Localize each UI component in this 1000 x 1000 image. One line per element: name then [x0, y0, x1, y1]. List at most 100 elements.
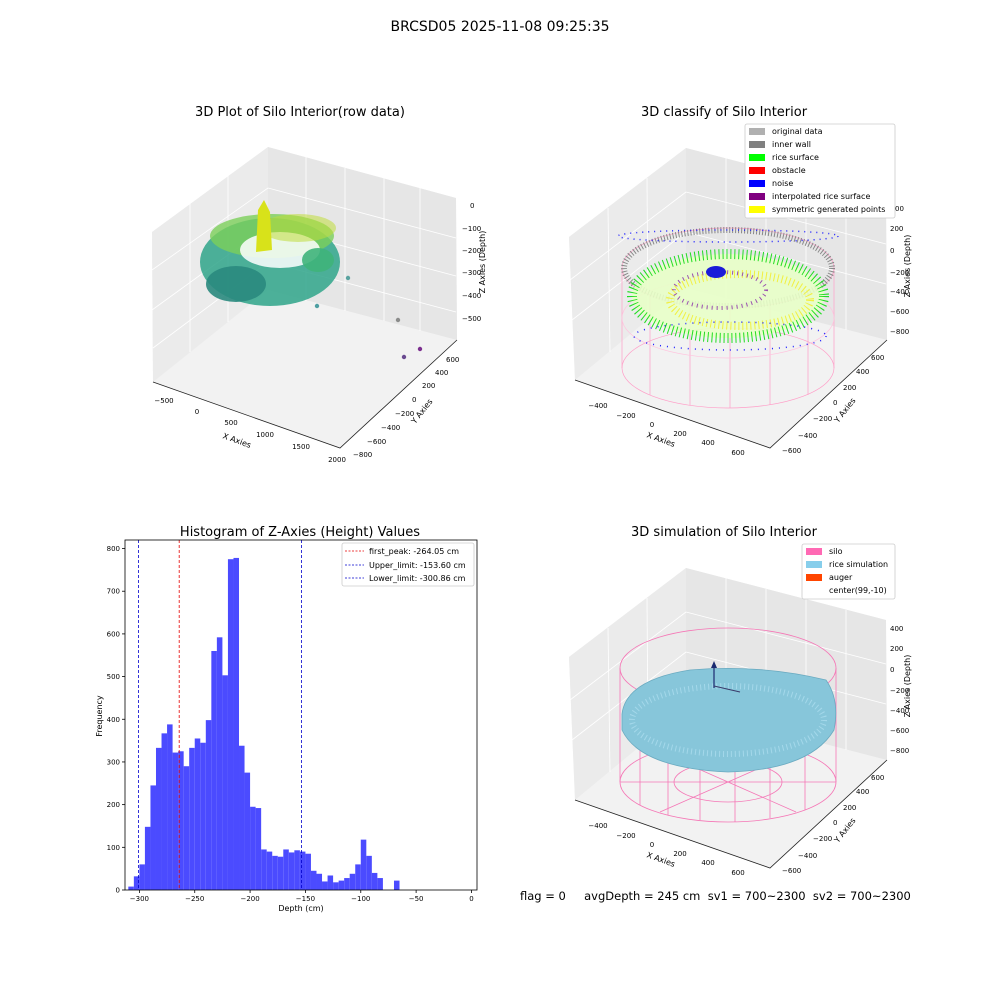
classify-3d-z-tick: 0: [890, 247, 894, 255]
simulation-3d-xlabel: X Axies: [645, 850, 676, 869]
simulation-3d-x-tick: 0: [650, 841, 654, 849]
raw-3d-z-tick: 0: [470, 202, 474, 210]
histogram-bar: [227, 559, 234, 890]
histogram-bar: [133, 876, 140, 890]
histogram-y-tick: 800: [107, 545, 120, 553]
simulation-3d-zlabel: Z Axies (Depth): [903, 655, 912, 718]
classify-3d-x-tick: 0: [650, 421, 654, 429]
classify-3d-y-tick: 600: [871, 354, 884, 362]
histogram-x-tick: −50: [409, 895, 424, 903]
classify-3d-x-tick: 400: [701, 439, 714, 447]
legend-label-inner-wall: inner wall: [772, 140, 811, 149]
simulation-3d-x-tick: −200: [616, 832, 635, 840]
simulation-3d-z-tick: 0: [890, 666, 894, 674]
raw-3d-z-tick: −400: [462, 292, 481, 300]
histogram-bar: [344, 878, 350, 890]
histogram-x-ticks: −300 −250 −200 −150 −100 −50 0: [130, 890, 474, 903]
raw-3d-y-tick: −800: [353, 451, 372, 459]
histogram-bar: [283, 849, 289, 890]
histogram-bar: [333, 882, 339, 890]
classify-3d-z-tick: −400: [890, 288, 909, 296]
classify-3d-x-tick: 200: [673, 430, 686, 438]
raw-3d-outlier-point: [417, 346, 423, 352]
histogram-y-tick: 600: [107, 630, 120, 638]
histogram-y-tick: 400: [107, 716, 120, 724]
simulation-3d-x-tick: 200: [673, 850, 686, 858]
legend-swatch-noise: [749, 180, 765, 187]
classify-3d-z-tick: −800: [890, 328, 909, 336]
raw-3d-z-tick: −300: [462, 269, 481, 277]
histogram-bar: [294, 850, 300, 890]
histogram-y-tick: 300: [107, 758, 120, 766]
classify-3d-z-tick: 00: [895, 205, 904, 213]
classify-3d-y-tick: 200: [843, 384, 856, 392]
histogram-bar: [172, 752, 179, 890]
histogram-vlines: [138, 540, 302, 890]
legend-label-original-data: original data: [772, 127, 823, 136]
legend-label-first-peak: first_peak: -264.05 cm: [369, 547, 459, 556]
legend-label-upper-limit: Upper_limit: -153.60 cm: [369, 561, 466, 570]
simulation-3d-z-tick: 200: [890, 645, 903, 653]
histogram-bar: [178, 751, 184, 890]
raw-3d-x-tick: 0: [195, 408, 199, 416]
legend-label-rice-surface: rice surface: [772, 153, 819, 162]
raw-3d-y-tick: −400: [381, 424, 400, 432]
histogram-bar: [322, 881, 328, 890]
histogram-bars: [128, 557, 400, 890]
raw-3d-zlabel: Z Axies (Depth): [478, 231, 487, 294]
simulation-3d-auger: [711, 661, 741, 693]
histogram-y-tick: 0: [116, 887, 120, 895]
legend-label-silo: silo: [829, 547, 843, 556]
simulation-3d-title: 3D simulation of Silo Interior: [631, 525, 818, 540]
histogram-bar: [233, 557, 240, 890]
histogram-x-tick: 0: [469, 895, 473, 903]
simulation-3d-z-tick: −400: [890, 707, 909, 715]
raw-3d-cloud: [200, 200, 340, 306]
legend-swatch-symmetric: [749, 206, 765, 213]
histogram-bar: [222, 675, 228, 890]
histogram-bar: [139, 864, 145, 890]
histogram-legend: first_peak: -264.05 cm Upper_limit: -153…: [341, 542, 475, 587]
legend-swatch-inner-wall: [749, 141, 765, 148]
histogram-y-tick: 100: [107, 844, 120, 852]
legend-swatch-auger: [806, 574, 822, 581]
histogram-y-tick: 500: [107, 673, 120, 681]
histogram-bar: [327, 875, 334, 890]
histogram-x-tick: −300: [130, 895, 149, 903]
raw-3d-y-tick: −200: [395, 410, 414, 418]
histogram-x-tick: −200: [240, 895, 259, 903]
histogram-bar: [371, 872, 378, 890]
classify-3d-title: 3D classify of Silo Interior: [641, 105, 808, 120]
classify-3d-x-tick: −400: [588, 402, 607, 410]
raw-3d-y-tick: 400: [435, 369, 448, 377]
classify-3d-z-tick: −600: [890, 308, 909, 316]
raw-3d-outlier-point: [395, 317, 401, 323]
classify-3d-points: [617, 227, 839, 351]
histogram-bar: [216, 637, 223, 890]
raw-3d-outliers: [314, 275, 423, 360]
simulation-3d-z-tick: −800: [890, 747, 909, 755]
legend-label-noise: noise: [772, 179, 793, 188]
simulation-3d-y-tick: −600: [782, 867, 801, 875]
histogram-bar: [239, 745, 245, 890]
simulation-3d-y-tick: 400: [856, 788, 869, 796]
legend-label-symmetric: symmetric generated points: [772, 205, 885, 214]
histogram-y-tick: 200: [107, 801, 120, 809]
classify-3d-x-tick: 600: [731, 449, 744, 457]
raw-3d-outlier-point: [345, 275, 351, 281]
simulation-3d-rice-surface: [621, 667, 837, 773]
histogram-xlabel: Depth (cm): [278, 904, 323, 913]
raw-3d-z-tick: −500: [462, 315, 481, 323]
simulation-3d-z-ticks: 400 200 0 −200 −400 −600 −800: [890, 625, 909, 755]
histogram-plot-frame: [124, 539, 478, 891]
status-line: flag = 0 avgDepth = 245 cm sv1 = 700~230…: [520, 889, 911, 903]
raw-3d-x-tick: 1500: [292, 443, 310, 451]
histogram-x-tick: −250: [185, 895, 204, 903]
raw-3d-outlier-point: [401, 354, 407, 360]
raw-3d-z-ticks: 0 −100 −200 −300 −400 −500: [462, 202, 481, 323]
figure-suptitle: BRCSD05 2025-11-08 09:25:35: [390, 19, 609, 35]
simulation-3d-z-tick: −200: [890, 687, 909, 695]
legend-swatch-obstacle: [749, 167, 765, 174]
histogram-bar: [338, 880, 345, 890]
